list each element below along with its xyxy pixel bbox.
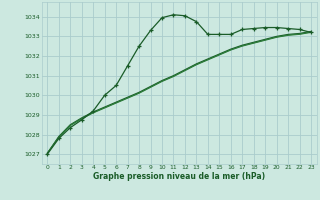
X-axis label: Graphe pression niveau de la mer (hPa): Graphe pression niveau de la mer (hPa) bbox=[93, 172, 265, 181]
